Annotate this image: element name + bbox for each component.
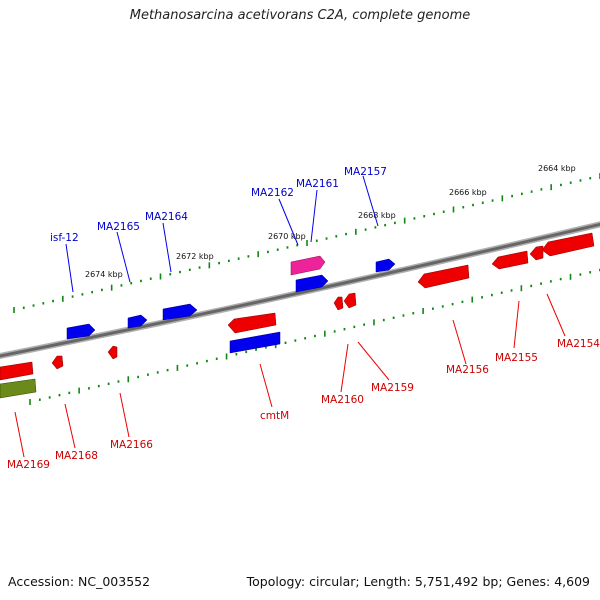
gene-cmtm-red-arrow[interactable] <box>227 312 277 334</box>
label-ma2164[interactable]: MA2164 <box>145 211 188 223</box>
gene-ma2166-arrow[interactable] <box>107 345 118 360</box>
forward-leader-lines <box>65 175 379 293</box>
reverse-gene-labels: MA2154 MA2155 MA2156 MA2159 MA2160 cmtM … <box>7 338 600 471</box>
kbp-label-2668: 2668 kbp <box>358 211 396 220</box>
label-ma2166[interactable]: MA2166 <box>110 439 153 451</box>
label-cmtm[interactable]: cmtM <box>260 410 289 422</box>
gene-ma2155b-arrow[interactable] <box>491 250 529 270</box>
kbp-label-2674: 2674 kbp <box>85 270 123 279</box>
genome-summary: Topology: circular; Length: 5,751,492 bp… <box>246 574 590 589</box>
gene-isf-12-arrow[interactable] <box>66 323 96 340</box>
gene-ma2157-arrow[interactable] <box>375 258 396 273</box>
label-ma2165[interactable]: MA2165 <box>97 221 140 233</box>
gene-ma2160-arrow[interactable] <box>333 296 344 311</box>
kbp-label-2670: 2670 kbp <box>268 232 306 241</box>
reverse-leader-lines <box>14 293 566 458</box>
gene-green-arrow[interactable] <box>0 378 37 399</box>
reverse-genes <box>0 232 595 381</box>
label-ma2162[interactable]: MA2162 <box>251 187 294 199</box>
label-ma2157[interactable]: MA2157 <box>344 166 387 178</box>
gene-ma2156-arrow[interactable] <box>417 264 470 289</box>
forward-genes <box>66 258 396 354</box>
map-title: Methanosarcina acetivorans C2A, complete… <box>129 8 471 23</box>
label-ma2161[interactable]: MA2161 <box>296 178 339 190</box>
gene-ma2164-arrow[interactable] <box>162 303 198 321</box>
label-ma2169[interactable]: MA2169 <box>7 459 50 471</box>
gene-ma2155-arrow[interactable] <box>529 245 544 261</box>
label-ma2155[interactable]: MA2155 <box>495 352 538 364</box>
forward-gene-labels: MA2157 MA2161 MA2162 MA2164 MA2165 isf-1… <box>50 166 387 244</box>
accession-label: Accession: NC_003552 <box>8 574 151 589</box>
gene-ma2165-arrow[interactable] <box>127 314 148 329</box>
label-ma2168[interactable]: MA2168 <box>55 450 98 462</box>
genome-backbone-shade <box>0 222 600 358</box>
gene-ma2161-arrow[interactable] <box>290 255 326 276</box>
gene-ma2159-arrow[interactable] <box>343 292 357 309</box>
label-ma2160[interactable]: MA2160 <box>321 394 364 406</box>
kbp-label-2664: 2664 kbp <box>538 164 576 173</box>
gene-cmtm-arrow[interactable] <box>229 331 281 354</box>
upper-tick-row <box>13 173 600 313</box>
lower-tick-row <box>29 268 600 405</box>
gene-ma2154-arrow[interactable] <box>541 232 595 257</box>
kbp-label-2666: 2666 kbp <box>449 188 487 197</box>
label-ma2159[interactable]: MA2159 <box>371 382 414 394</box>
gene-ma2168-arrow[interactable] <box>51 355 64 370</box>
gene-ma2169-arrow[interactable] <box>0 361 34 381</box>
gene-ma2162-arrow[interactable] <box>295 274 329 293</box>
label-ma2154[interactable]: MA2154 <box>557 338 600 350</box>
kbp-label-2672: 2672 kbp <box>176 252 214 261</box>
label-isf-12[interactable]: isf-12 <box>50 232 79 244</box>
label-ma2156[interactable]: MA2156 <box>446 364 489 376</box>
